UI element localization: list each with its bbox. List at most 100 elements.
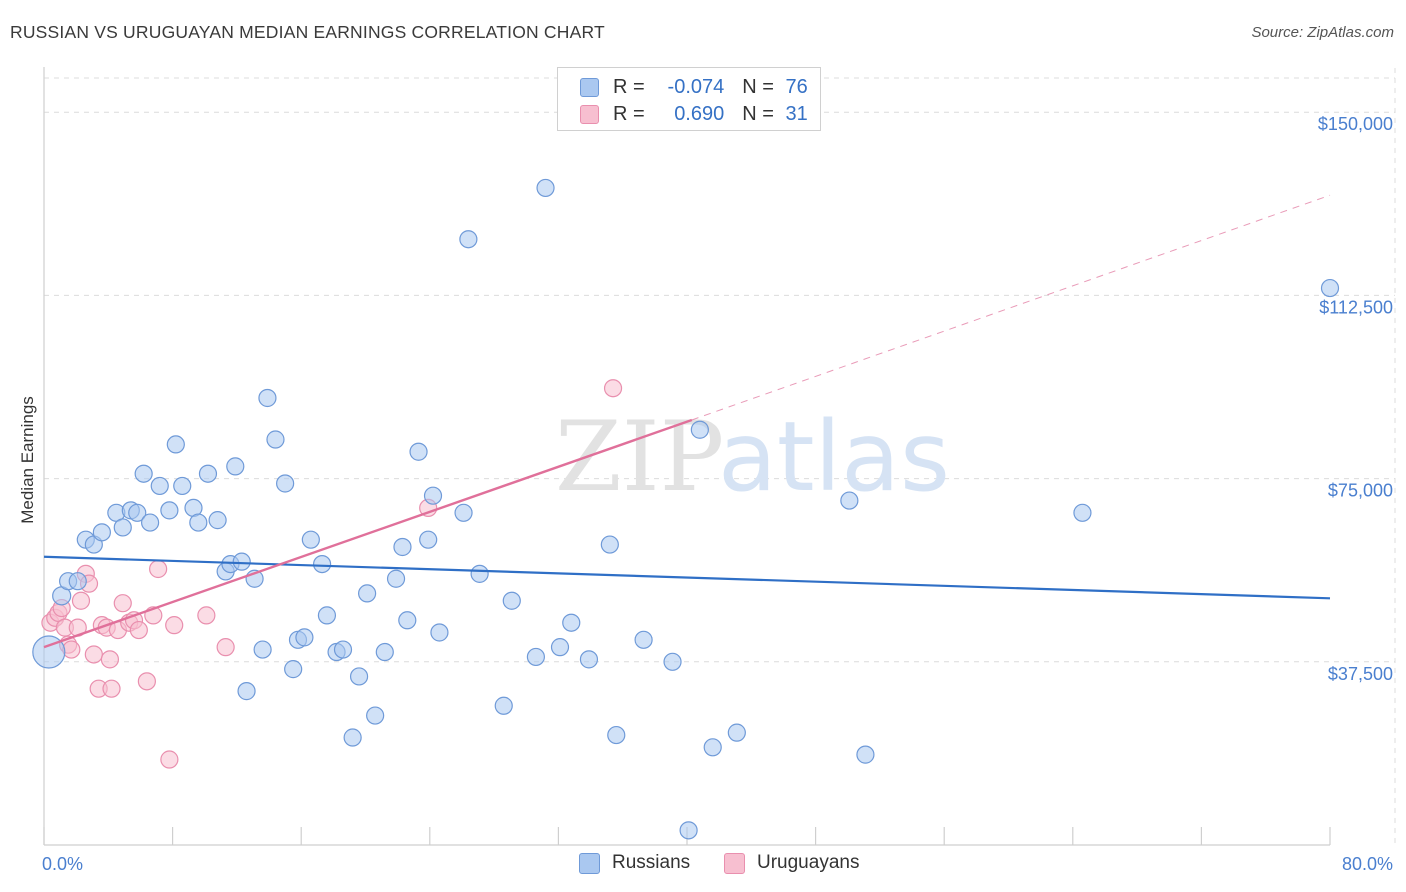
legend-r-value: -0.074 xyxy=(667,75,725,98)
russians-point xyxy=(454,503,473,522)
russians-point xyxy=(208,511,227,530)
russians-point xyxy=(398,611,417,630)
russians-point xyxy=(317,606,337,625)
russians-point xyxy=(333,640,353,659)
legend-row-russians: R = -0.074 N = 76 xyxy=(580,75,808,99)
russians-point xyxy=(502,591,521,610)
uruguayans-point xyxy=(603,379,623,398)
legend-n-label: N = xyxy=(742,75,774,98)
russians-point xyxy=(276,474,295,493)
russians-point xyxy=(579,650,599,669)
russians-point xyxy=(253,640,272,659)
russians-point xyxy=(140,513,160,532)
uruguayans-point xyxy=(165,616,184,635)
uruguayans-point xyxy=(160,750,179,769)
russians-point xyxy=(198,464,218,483)
uruguayans-point xyxy=(137,672,156,691)
russians-point xyxy=(301,530,320,549)
russians-point xyxy=(536,178,555,198)
uruguayans-point xyxy=(62,640,81,659)
russians-point xyxy=(237,682,256,701)
russians-point xyxy=(295,628,314,647)
russians-point xyxy=(375,642,394,662)
russians-point xyxy=(607,725,626,745)
russians-legend-swatch xyxy=(579,852,600,874)
uruguayans-point xyxy=(113,594,132,613)
russians-point xyxy=(526,647,545,667)
uruguayans-legend-label: Uruguayans xyxy=(757,852,860,873)
russians-trend-line xyxy=(43,555,1331,600)
series-legend-uruguayans[interactable]: Uruguayans xyxy=(724,852,859,874)
russians-point xyxy=(386,569,406,588)
legend-row-uruguayans: R = 0.690 N = 31 xyxy=(580,102,808,126)
uruguayans-point xyxy=(129,620,148,640)
russians-point xyxy=(1320,278,1340,298)
uruguayans-point xyxy=(100,650,120,669)
russians-point xyxy=(409,442,428,461)
russians-legend-label: Russians xyxy=(612,852,691,873)
russians-point xyxy=(634,630,653,649)
russians-point xyxy=(663,652,682,671)
russians-point xyxy=(189,513,208,532)
russians-point xyxy=(32,635,66,669)
uruguayans-point xyxy=(102,679,121,698)
russians-point xyxy=(232,552,251,571)
watermark: ZIP atlas xyxy=(555,401,950,513)
russians-point xyxy=(68,572,87,591)
uruguayans-legend-swatch xyxy=(724,852,745,874)
correlation-legend: R = -0.074 N = 76 R = 0.690 N = 31 xyxy=(557,67,821,131)
uruguayans-point xyxy=(197,606,216,625)
legend-n-value: 31 xyxy=(785,102,808,125)
russians-point xyxy=(727,723,746,742)
russians-point xyxy=(128,503,147,522)
russians-point xyxy=(266,430,285,449)
russians-point xyxy=(679,821,698,840)
legend-r-value: 0.690 xyxy=(674,102,725,125)
russians-point xyxy=(349,667,369,686)
series-legend: Russians Uruguayans xyxy=(0,852,1406,878)
russians-point xyxy=(258,388,277,408)
russians-point xyxy=(113,518,132,537)
watermark-atlas: atlas xyxy=(718,401,950,513)
russians-point xyxy=(494,696,513,715)
y-tick-label: $112,500 xyxy=(1319,297,1393,317)
y-tick-label: $75,000 xyxy=(1328,481,1393,501)
uruguayans-point xyxy=(71,591,91,610)
russians-point xyxy=(459,230,478,249)
russians-point xyxy=(419,530,438,549)
russians-point xyxy=(173,476,192,496)
russians-points xyxy=(32,178,1340,840)
russians-point xyxy=(366,706,385,725)
y-axis-label: Median Earnings xyxy=(18,396,37,524)
russians-point xyxy=(550,638,570,657)
russians-point xyxy=(600,535,619,554)
source-credit: Source: ZipAtlas.com xyxy=(1251,24,1394,41)
russians-swatch xyxy=(580,77,599,97)
tick-labels: $37,500 $75,000 $112,500 $150,000 0.0% 80.0% xyxy=(42,114,1393,874)
y-tick-label: $150,000 xyxy=(1318,114,1393,134)
legend-r-label: R = xyxy=(613,75,645,98)
series-legend-russians[interactable]: Russians xyxy=(579,852,690,874)
russians-point xyxy=(284,660,303,679)
russians-point xyxy=(562,613,581,632)
russians-point xyxy=(150,476,169,496)
russians-point xyxy=(166,435,185,454)
russians-point xyxy=(160,501,179,520)
russians-point xyxy=(1073,503,1092,522)
watermark-zip: ZIP xyxy=(555,401,724,513)
russians-point xyxy=(856,745,875,764)
uruguayans-trend-line xyxy=(43,418,693,649)
uruguayans-point xyxy=(149,559,168,579)
trend-lines xyxy=(43,194,1331,649)
russians-point xyxy=(423,486,443,505)
russians-point xyxy=(703,738,722,757)
uruguayans-swatch xyxy=(580,104,599,124)
russians-point xyxy=(312,554,332,574)
x-tick-label-max: 80.0% xyxy=(1342,854,1393,874)
uruguayans-trend-extension xyxy=(691,194,1331,421)
russians-point xyxy=(430,623,449,642)
russians-point xyxy=(358,584,377,603)
russians-point xyxy=(343,728,362,747)
axes xyxy=(43,67,1331,846)
